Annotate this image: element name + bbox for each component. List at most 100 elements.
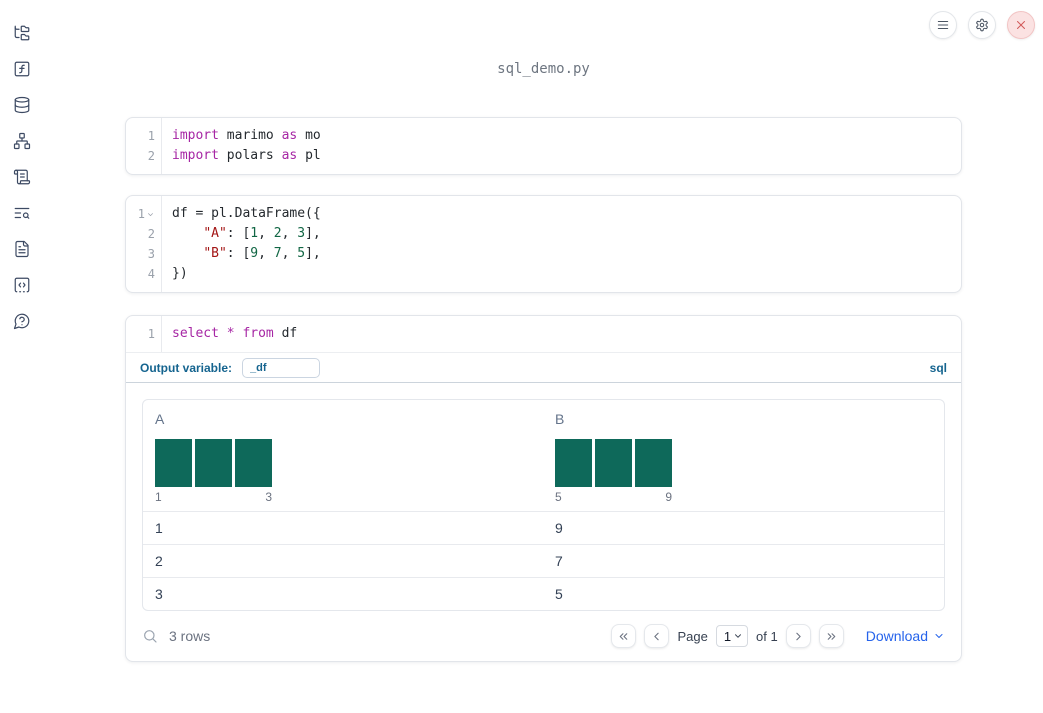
prev-page-button[interactable]: [644, 624, 670, 648]
table-output: A 1 3 B: [126, 383, 961, 611]
close-button[interactable]: [1007, 11, 1035, 39]
page-total-label: of 1: [756, 628, 778, 644]
code-editor[interactable]: 1 2 3 4 df = pl.DataFrame({ "A": [1, 2, …: [126, 196, 961, 292]
code-line: df = pl.DataFrame({: [172, 204, 961, 224]
gear-icon: [976, 18, 988, 32]
column-name[interactable]: B: [555, 411, 565, 427]
page-select[interactable]: 1: [715, 625, 749, 647]
histogram-bar: [635, 439, 672, 487]
histogram-bar: [235, 439, 272, 487]
code-cell-imports[interactable]: 1 2 import marimo as mo import polars as…: [125, 117, 962, 175]
code-token: 3: [297, 226, 306, 241]
code-token: ,: [258, 226, 274, 241]
code-token: import: [172, 128, 219, 143]
snippets-icon[interactable]: [13, 276, 31, 294]
table-cell: 7: [555, 553, 563, 569]
code-token: 9: [250, 246, 259, 261]
download-label: Download: [865, 628, 928, 644]
table-cell: 1: [155, 520, 163, 536]
code-token: }): [172, 266, 188, 281]
menu-button[interactable]: [929, 11, 957, 39]
line-number: 2: [147, 149, 155, 163]
sidebar: [0, 24, 44, 330]
table-row: 3 5: [143, 577, 944, 610]
menu-icon: [937, 20, 949, 30]
search-icon[interactable]: [142, 628, 158, 644]
file-explorer-icon[interactable]: [13, 24, 31, 42]
histogram-max-label: 3: [265, 490, 272, 504]
code-token: as: [281, 148, 298, 163]
download-button[interactable]: Download: [866, 628, 945, 644]
column-name[interactable]: A: [155, 411, 165, 427]
code-token: from: [242, 326, 274, 341]
logs-search-icon[interactable]: [13, 204, 31, 222]
code-token: ,: [258, 246, 274, 261]
next-page-button[interactable]: [785, 624, 811, 648]
code-token: [172, 226, 203, 241]
table-cell: 9: [555, 520, 563, 536]
column-header-b: B 5 9: [543, 400, 944, 511]
output-variable-label: Output variable:: [140, 360, 233, 375]
code-token: 5: [297, 246, 306, 261]
histogram-min-label: 1: [155, 490, 162, 504]
sql-editor[interactable]: 1 select * from df: [126, 316, 961, 353]
notebook-area: sql_demo.py 1 2 import marimo as mo impo…: [125, 0, 962, 713]
table-footer: 3 rows Page 1 of 1 Download: [126, 611, 961, 661]
code-line: import marimo as mo: [172, 126, 961, 146]
table-row: 2 7: [143, 544, 944, 577]
fold-chevron-icon[interactable]: [146, 210, 155, 219]
column-header-a: A 1 3: [143, 400, 543, 511]
code-cell-dataframe[interactable]: 1 2 3 4 df = pl.DataFrame({ "A": [1, 2, …: [125, 195, 962, 293]
code-token: ,: [281, 226, 298, 241]
line-number-gutter: 1: [126, 316, 162, 352]
code-line: "A": [1, 2, 3],: [172, 224, 961, 244]
settings-button[interactable]: [968, 11, 996, 39]
table-header: A 1 3 B: [143, 400, 944, 511]
dependency-graph-icon[interactable]: [13, 132, 31, 150]
code-token: df: [273, 326, 298, 341]
code-token: : [: [226, 246, 251, 261]
code-token: polars: [218, 148, 282, 163]
line-number: 1: [147, 129, 155, 143]
code-token: 7: [273, 246, 282, 261]
code-token: pl: [297, 148, 321, 163]
datasources-icon[interactable]: [13, 96, 31, 114]
line-number: 4: [147, 267, 155, 281]
code-token: import: [172, 148, 219, 163]
code-token: [219, 326, 227, 341]
code-editor[interactable]: 1 2 import marimo as mo import polars as…: [126, 118, 961, 174]
code-token: select: [172, 326, 219, 341]
line-number-gutter: 1 2 3 4: [126, 196, 162, 292]
histogram-a: [155, 439, 272, 487]
scripts-icon[interactable]: [13, 168, 31, 186]
topbar-controls: [929, 11, 1035, 39]
chevrons-left-icon: [620, 632, 628, 640]
code-token: [172, 246, 203, 261]
code-line: "B": [9, 7, 5],: [172, 244, 961, 264]
code-token: as: [281, 128, 298, 143]
code-line: select * from df: [172, 324, 961, 344]
chevron-down-icon: [935, 634, 943, 638]
code-token: *: [226, 326, 235, 341]
first-page-button[interactable]: [611, 624, 637, 648]
table-row: 1 9: [143, 511, 944, 544]
table-cell: 3: [155, 586, 163, 602]
code-token: : [: [226, 226, 251, 241]
notebook-title: sql_demo.py: [497, 61, 590, 77]
help-icon[interactable]: [13, 312, 31, 330]
documentation-icon[interactable]: [13, 240, 31, 258]
close-icon: [1016, 20, 1026, 30]
code-token: df = pl.DataFrame({: [172, 206, 321, 221]
code-token: 2: [273, 226, 282, 241]
functions-icon[interactable]: [13, 60, 31, 78]
code-token: ,: [281, 246, 298, 261]
sql-cell[interactable]: 1 select * from df Output variable: sql …: [125, 315, 962, 662]
output-variable-input[interactable]: [242, 357, 321, 378]
line-number: 1: [147, 327, 155, 341]
code-token: marimo: [218, 128, 282, 143]
histogram-bar: [595, 439, 632, 487]
row-count: 3 rows: [169, 628, 211, 644]
last-page-button[interactable]: [818, 624, 844, 648]
code-token: 1: [250, 226, 259, 241]
